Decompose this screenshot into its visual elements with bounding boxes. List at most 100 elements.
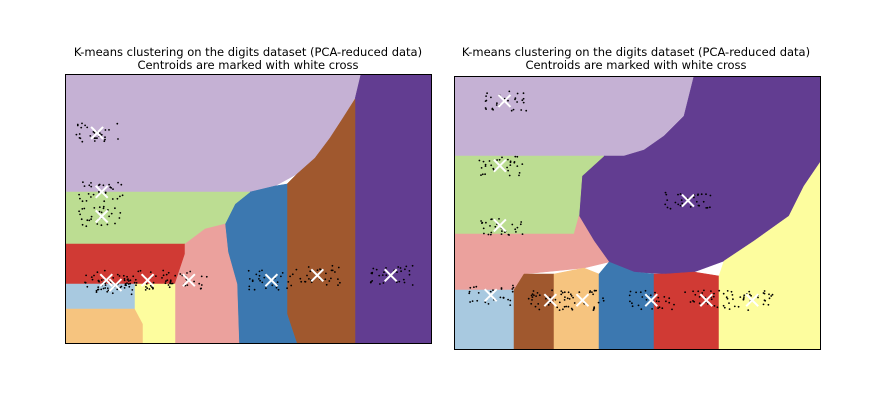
sample-point — [562, 308, 564, 311]
chart-title-line: K-means clustering on the digits dataset… — [73, 45, 423, 59]
sample-point — [162, 274, 165, 277]
sample-point — [405, 265, 408, 268]
sample-point — [137, 270, 140, 273]
centroid-stroke — [182, 273, 196, 287]
sample-point — [757, 296, 759, 299]
sample-point — [330, 277, 332, 280]
centroid-marker — [483, 288, 498, 302]
sample-point — [510, 109, 513, 112]
centroid-marker — [575, 293, 590, 307]
sample-point — [739, 296, 742, 298]
sample-point — [171, 282, 174, 285]
centroid-stroke — [745, 293, 759, 307]
sample-point — [200, 275, 203, 278]
sample-point — [511, 223, 514, 226]
sample-point — [469, 286, 472, 289]
sample-point — [635, 291, 637, 294]
sample-point — [666, 199, 669, 201]
sample-point — [518, 172, 521, 174]
sample-point — [651, 308, 653, 310]
centroid-marker — [94, 185, 109, 199]
sample-point — [725, 296, 728, 299]
sample-point — [114, 207, 116, 210]
chart-title-right: K-means clustering on the digits dataset… — [436, 46, 836, 72]
sample-point — [263, 276, 266, 279]
sample-point — [514, 155, 517, 158]
sample-point — [304, 280, 307, 283]
sample-point — [90, 185, 93, 188]
sample-point — [100, 279, 103, 281]
sample-point — [107, 289, 110, 292]
chart-title-line: K-means clustering on the digits dataset… — [461, 45, 811, 59]
sample-point — [106, 290, 109, 293]
sample-point — [567, 305, 570, 308]
region-red — [65, 243, 186, 285]
sample-point — [328, 280, 331, 282]
sample-point — [564, 296, 566, 298]
sample-point — [83, 185, 86, 187]
sample-point — [134, 278, 137, 281]
plot-frame — [454, 76, 821, 350]
sample-point — [152, 287, 154, 290]
sample-point — [265, 287, 267, 290]
sample-point — [485, 108, 487, 110]
sample-point — [94, 137, 97, 139]
sample-point — [713, 305, 716, 307]
sample-point — [102, 207, 105, 210]
sample-point — [697, 194, 699, 196]
sample-point — [259, 279, 261, 282]
sample-point — [168, 286, 171, 289]
sample-point — [200, 284, 203, 286]
sample-point — [382, 282, 385, 284]
sample-point — [516, 165, 519, 167]
sample-point — [482, 160, 485, 163]
sample-point — [709, 206, 711, 209]
sample-point — [589, 291, 591, 294]
sample-point — [480, 174, 482, 176]
sample-point — [291, 273, 294, 276]
sample-point — [408, 273, 411, 276]
sample-point — [139, 269, 142, 272]
sample-point — [726, 290, 729, 292]
sample-point — [489, 233, 492, 236]
sample-point — [680, 199, 683, 201]
sample-point — [710, 290, 712, 292]
sample-point — [743, 294, 746, 297]
sample-point — [572, 296, 574, 299]
sample-point — [495, 104, 498, 106]
sample-point — [135, 282, 138, 284]
sample-point — [161, 277, 163, 279]
sample-point — [116, 288, 119, 291]
sample-point — [129, 282, 132, 285]
sample-point — [127, 283, 130, 285]
sample-point — [684, 291, 686, 294]
centroid-marker — [493, 158, 507, 173]
sample-point — [106, 223, 109, 226]
sample-point — [179, 273, 182, 275]
sample-point — [289, 275, 291, 278]
sample-point — [486, 92, 488, 95]
sample-point — [592, 293, 594, 296]
sample-point — [701, 292, 704, 294]
sample-point — [408, 270, 411, 272]
sample-point — [151, 286, 153, 289]
sample-point — [110, 187, 113, 189]
sample-point — [508, 174, 511, 177]
sample-point — [145, 283, 148, 285]
sample-point — [167, 271, 170, 274]
sample-point — [81, 208, 84, 210]
plot-area-right — [454, 76, 821, 350]
sample-point — [468, 292, 471, 295]
sample-point — [750, 294, 752, 297]
sample-point — [121, 194, 124, 197]
sample-point — [84, 281, 86, 284]
sample-point — [522, 97, 525, 100]
sample-point — [108, 129, 110, 131]
sample-point — [146, 287, 149, 290]
sample-point — [628, 294, 631, 297]
sample-point — [480, 220, 482, 222]
sample-point — [733, 305, 736, 308]
sample-point — [103, 269, 106, 272]
centroid-stroke — [140, 273, 155, 287]
sample-point — [319, 268, 321, 270]
